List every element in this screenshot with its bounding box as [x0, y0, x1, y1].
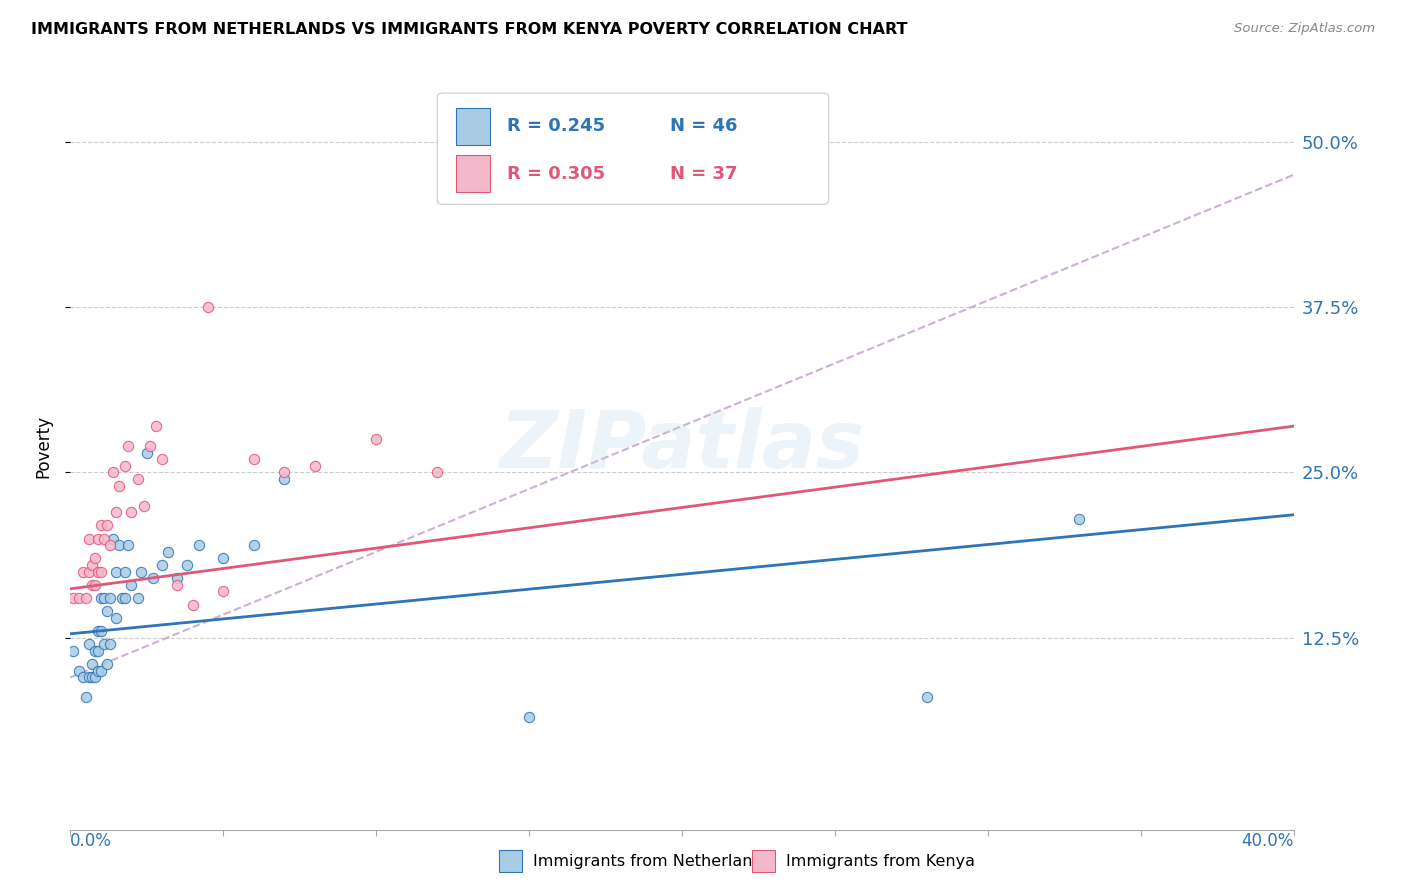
Point [87, 624, 110, 639]
Point [80, 670, 103, 684]
Point [915, 690, 938, 705]
Point [142, 571, 165, 585]
Point [166, 578, 188, 592]
Point [132, 499, 155, 513]
Point [83, 644, 105, 658]
Point [87, 664, 110, 678]
Point [1069, 512, 1091, 526]
Point [150, 558, 173, 572]
Point [129, 565, 152, 579]
Point [105, 611, 128, 625]
Point [139, 439, 162, 453]
Point [117, 439, 139, 453]
Text: ZIPatlas: ZIPatlas [499, 407, 865, 485]
Point [127, 472, 149, 486]
Point [145, 419, 167, 434]
Point [212, 551, 235, 566]
Point [181, 598, 204, 612]
Point [105, 505, 128, 519]
Point [366, 433, 388, 447]
Point [87, 565, 110, 579]
Point [93, 532, 115, 546]
Point [111, 591, 134, 606]
Text: N = 37: N = 37 [669, 165, 737, 183]
FancyBboxPatch shape [437, 93, 828, 204]
Point [96, 518, 118, 533]
Text: Immigrants from Kenya: Immigrants from Kenya [786, 854, 974, 869]
Point [90, 624, 112, 639]
Point [101, 466, 124, 480]
Point [108, 538, 131, 552]
Point [273, 466, 295, 480]
Point [77, 532, 100, 546]
Point [96, 604, 118, 618]
Bar [456, 155, 489, 192]
Point [212, 584, 235, 599]
Text: Immigrants from Netherlands: Immigrants from Netherlands [533, 854, 770, 869]
Point [72, 565, 94, 579]
Point [80, 657, 103, 672]
Point [98, 637, 121, 651]
Point [166, 571, 188, 585]
Point [72, 670, 94, 684]
Point [117, 538, 139, 552]
Point [69, 664, 91, 678]
Point [62, 644, 84, 658]
Point [80, 578, 103, 592]
Point [135, 445, 157, 459]
Text: R = 0.305: R = 0.305 [508, 165, 605, 183]
Text: Source: ZipAtlas.com: Source: ZipAtlas.com [1234, 22, 1375, 36]
Point [77, 670, 100, 684]
Point [197, 300, 219, 314]
Point [121, 505, 143, 519]
Text: IMMIGRANTS FROM NETHERLANDS VS IMMIGRANTS FROM KENYA POVERTY CORRELATION CHART: IMMIGRANTS FROM NETHERLANDS VS IMMIGRANT… [31, 22, 907, 37]
Point [121, 578, 143, 592]
Point [114, 458, 136, 473]
Point [157, 545, 180, 559]
Point [150, 452, 173, 467]
Point [69, 591, 91, 606]
Point [273, 472, 295, 486]
Point [96, 657, 118, 672]
Point [93, 591, 115, 606]
Point [114, 565, 136, 579]
Point [93, 637, 115, 651]
Point [83, 551, 105, 566]
Point [87, 644, 110, 658]
Point [304, 458, 326, 473]
Bar [456, 108, 489, 145]
Point [105, 565, 128, 579]
Y-axis label: Poverty: Poverty [34, 415, 52, 477]
Point [75, 690, 97, 705]
Point [83, 578, 105, 592]
Point [77, 637, 100, 651]
Text: N = 46: N = 46 [669, 117, 737, 135]
Point [75, 591, 97, 606]
Point [127, 591, 149, 606]
Point [243, 538, 266, 552]
Point [90, 518, 112, 533]
Text: 0.0%: 0.0% [70, 832, 112, 850]
Point [176, 558, 198, 572]
Point [62, 591, 84, 606]
Point [90, 664, 112, 678]
Point [243, 452, 266, 467]
Point [187, 538, 209, 552]
Point [77, 565, 100, 579]
Text: 40.0%: 40.0% [1241, 832, 1294, 850]
Point [87, 532, 110, 546]
Point [517, 710, 540, 724]
Point [114, 591, 136, 606]
Text: R = 0.245: R = 0.245 [508, 117, 605, 135]
Point [98, 591, 121, 606]
Point [426, 466, 449, 480]
Point [80, 558, 103, 572]
Point [90, 591, 112, 606]
Point [83, 670, 105, 684]
Point [108, 478, 131, 492]
Point [101, 532, 124, 546]
Point [90, 565, 112, 579]
Point [98, 538, 121, 552]
